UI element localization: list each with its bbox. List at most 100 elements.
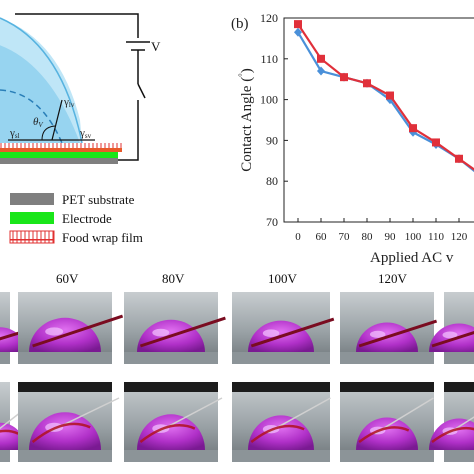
substrate-film-layer xyxy=(0,148,122,152)
droplet-highlight xyxy=(369,330,386,338)
droplet-photo xyxy=(124,382,223,462)
magenta-droplet xyxy=(356,417,418,450)
electrode-wire xyxy=(139,316,226,348)
data-point-diamond xyxy=(294,27,302,37)
photo-frame xyxy=(0,382,10,462)
photo-substrate xyxy=(0,352,10,364)
electrode-stripe xyxy=(31,422,91,443)
substrate-electrode-layer xyxy=(0,152,118,158)
gamma-sv-label: γsv xyxy=(79,127,92,140)
data-point-square xyxy=(363,79,371,88)
y-axis-label: Contact Angle (°) xyxy=(237,68,255,172)
data-point-square xyxy=(455,154,463,163)
substrate-hatch-layer xyxy=(0,143,122,148)
droplet-photo xyxy=(18,382,120,462)
droplet-outline xyxy=(0,17,83,144)
photo-dark-band xyxy=(340,382,434,392)
photo-substrate xyxy=(232,450,330,462)
legend: PET substrate Electrode Food wrap film xyxy=(9,192,143,245)
photo-substrate xyxy=(340,352,434,364)
photo-strip: 60V 80V 100V 120V xyxy=(0,271,474,462)
electrode-stripe xyxy=(0,429,19,435)
photo-dark-band xyxy=(124,382,218,392)
magenta-droplet xyxy=(29,412,101,450)
x-tick-label: 110 xyxy=(428,231,445,243)
x-tick-label: 70 xyxy=(339,231,351,243)
photo-dark-band xyxy=(232,382,330,392)
magenta-droplet xyxy=(137,414,205,450)
photo-label-100v: 100V xyxy=(268,271,298,286)
droplet-photo xyxy=(340,382,434,462)
legend-swatch-electrode xyxy=(10,212,54,224)
droplet-dashed-contour xyxy=(0,89,63,144)
photo-label-60v: 60V xyxy=(56,271,79,286)
photo-grid xyxy=(0,292,474,462)
droplet-photo xyxy=(124,292,226,364)
data-point-square xyxy=(340,73,348,82)
y-tick-label: 110 xyxy=(260,52,278,66)
droplet-highlight xyxy=(442,331,458,339)
droplet-photo xyxy=(18,292,124,364)
droplet-fill xyxy=(0,45,80,143)
x-tick-label: 90 xyxy=(385,231,397,243)
photo-label-80v: 80V xyxy=(162,271,185,286)
photo-substrate xyxy=(124,450,218,462)
gamma-lv-arrow xyxy=(51,99,63,141)
y-tick-label: 90 xyxy=(266,133,278,147)
series-line xyxy=(297,31,474,173)
photo-dark-band xyxy=(18,382,112,392)
x-tick-label: 80 xyxy=(362,231,374,243)
gamma-lv-label: γlv xyxy=(63,96,75,109)
magenta-droplet xyxy=(248,415,314,450)
switch-lever xyxy=(137,83,146,99)
electrode-stripe xyxy=(139,424,196,443)
contact-angle-arc xyxy=(41,125,56,141)
droplet-photo xyxy=(232,382,331,462)
voltage-label: V xyxy=(151,39,161,54)
droplet-photo xyxy=(340,292,438,364)
series-layer xyxy=(294,20,474,173)
x-tick-label: 0 xyxy=(295,231,301,243)
legend-swatch-wrap xyxy=(9,230,55,244)
electrode-wire xyxy=(358,319,438,348)
plot-frame xyxy=(283,17,474,223)
photo-substrate xyxy=(232,352,330,364)
substrate-pet-layer xyxy=(0,158,118,164)
schematic: V γlv θV γsl γsv xyxy=(0,13,161,164)
y-tick-label: 80 xyxy=(266,174,278,188)
droplet-highlight xyxy=(262,329,280,337)
droplet-photo xyxy=(232,292,335,364)
data-point-square xyxy=(409,124,417,133)
y-tick-label: 70 xyxy=(266,215,278,229)
droplet-highlight xyxy=(45,327,64,336)
photo-substrate xyxy=(444,352,474,364)
droplet-photo xyxy=(429,382,474,462)
photo-substrate xyxy=(340,450,434,462)
legend-label-pet: PET substrate xyxy=(62,192,135,207)
x-axis-ticks: 0607080901001101201 xyxy=(295,218,468,243)
electrode-wire xyxy=(32,314,124,348)
photo-substrate xyxy=(18,450,112,462)
electrode-wire xyxy=(431,331,474,348)
panel-label-b: (b) xyxy=(231,16,249,32)
circuit-wire xyxy=(15,13,139,38)
theta-label: θV xyxy=(33,116,43,129)
gamma-sl-label: γsl xyxy=(9,127,20,140)
data-point-square xyxy=(317,54,325,63)
droplet-highlight xyxy=(152,328,170,337)
photo-substrate xyxy=(0,450,10,462)
photo-substrate xyxy=(18,352,112,364)
electrode-stripe xyxy=(358,426,410,443)
y-axis-ticks: 70 80 90 100 110 120 xyxy=(260,11,288,229)
data-point-square xyxy=(432,138,440,147)
y-tick-label: 100 xyxy=(260,93,278,107)
photo-dark-band xyxy=(444,382,474,392)
x-tick-label: 120 xyxy=(451,231,468,243)
legend-label-wrap: Food wrap film xyxy=(62,230,143,245)
legend-swatch-pet xyxy=(10,193,54,205)
x-tick-label: 100 xyxy=(405,231,422,243)
photo-label-120v: 120V xyxy=(378,271,408,286)
electrode-wire xyxy=(250,317,335,348)
